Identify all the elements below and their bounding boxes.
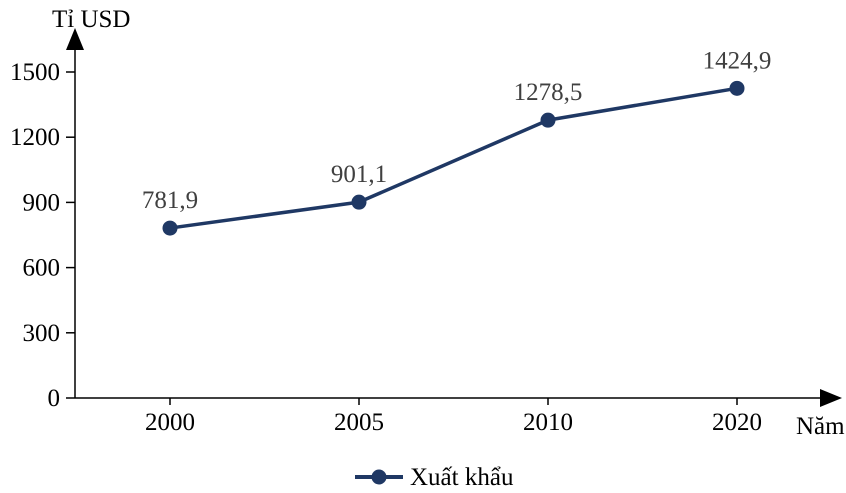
y-tick-label: 1500 xyxy=(10,59,60,86)
y-tick-label: 600 xyxy=(23,255,61,282)
data-point-marker xyxy=(162,220,178,236)
x-tick-label: 2000 xyxy=(145,409,195,436)
legend-dot-marker-icon xyxy=(371,469,387,485)
data-point-marker xyxy=(351,194,367,210)
y-axis-title: Tỉ USD xyxy=(52,6,130,33)
x-tick-label: 2020 xyxy=(712,409,762,436)
series-group: 781,9 901,1 1278,5 1424,9 xyxy=(142,47,772,236)
y-tick-label: 1200 xyxy=(10,124,60,151)
data-point-label: 781,9 xyxy=(142,187,198,214)
axes xyxy=(66,28,842,407)
x-axis-ticks: 2000 2005 2010 2020 xyxy=(145,398,762,436)
y-axis-arrow-icon xyxy=(66,28,84,50)
data-point-label: 1424,9 xyxy=(703,47,772,74)
x-tick-label: 2010 xyxy=(523,409,573,436)
y-tick-label: 300 xyxy=(23,320,61,347)
data-point-marker xyxy=(540,112,556,128)
y-tick-label: 900 xyxy=(23,189,61,216)
x-tick-label: 2005 xyxy=(334,409,384,436)
x-axis-arrow-icon xyxy=(820,389,842,407)
legend-label: Xuất khẩu xyxy=(410,464,514,491)
y-tick-label: 0 xyxy=(48,385,61,412)
data-point-marker xyxy=(729,80,745,96)
x-axis-title: Năm xyxy=(796,413,845,440)
legend: Xuất khẩu xyxy=(355,464,514,491)
data-point-label: 1278,5 xyxy=(514,79,583,106)
y-axis-ticks: 0 300 600 900 1200 1500 xyxy=(10,59,75,412)
series-line xyxy=(168,86,739,230)
data-point-label: 901,1 xyxy=(331,161,387,188)
